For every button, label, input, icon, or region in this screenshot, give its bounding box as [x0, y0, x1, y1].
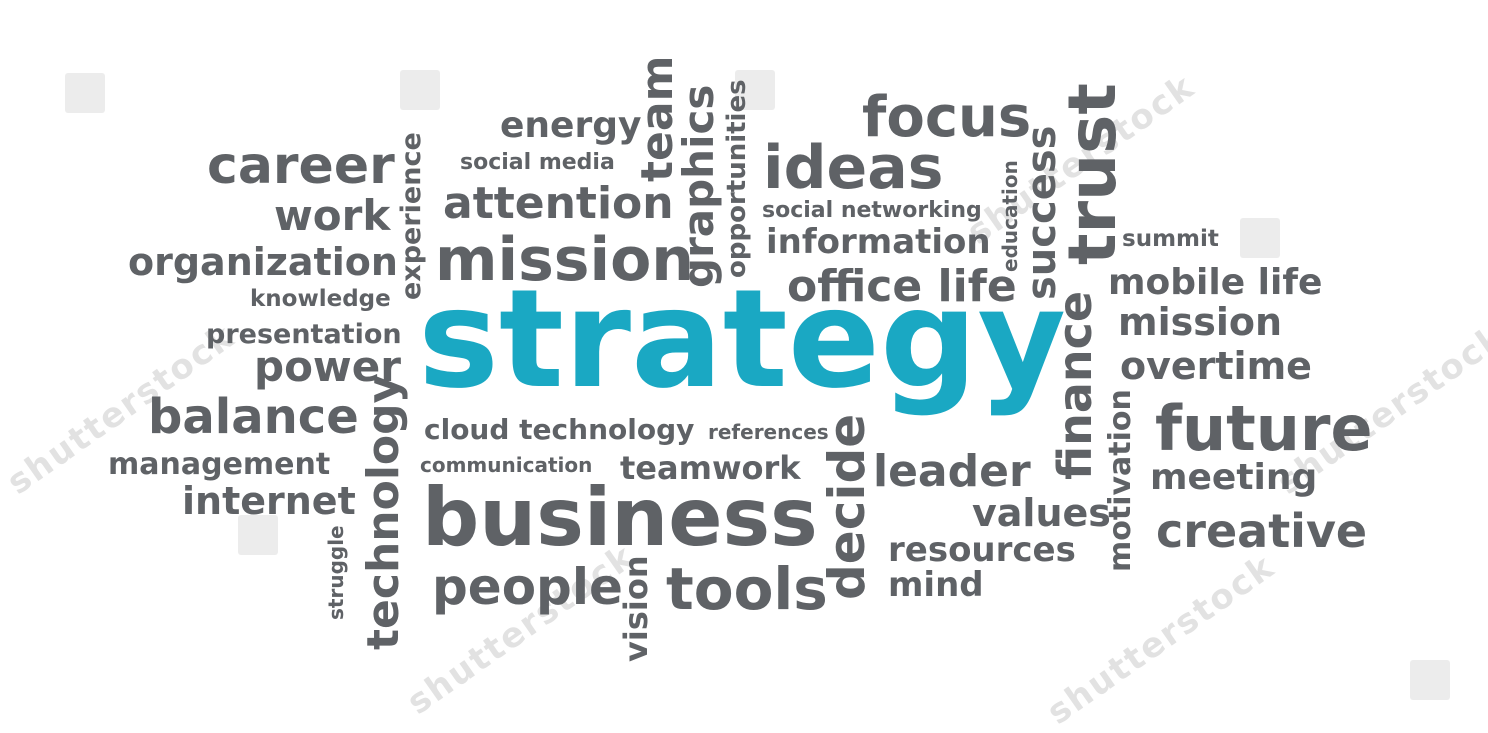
word-graphics: graphics [674, 84, 723, 288]
word-power: power [254, 342, 401, 391]
watermark-mark [1410, 660, 1450, 700]
word-experience: experience [396, 132, 427, 300]
word-trust: trust [1054, 83, 1131, 265]
word-social-networking: social networking [762, 198, 982, 223]
word-vision: vision [617, 555, 655, 662]
word-ideas: ideas [763, 133, 944, 203]
word-finance: finance [1048, 290, 1102, 480]
word-summit: summit [1122, 226, 1219, 252]
watermark-mark [735, 70, 775, 110]
word-internet: internet [182, 479, 356, 523]
word-social-media: social media [460, 150, 615, 175]
word-success: success [1019, 125, 1065, 300]
word-career: career [207, 136, 395, 196]
word-creative: creative [1156, 504, 1368, 558]
word-education: education [998, 160, 1022, 272]
word-organization: organization [128, 240, 398, 284]
word-leader: leader [873, 446, 1031, 497]
watermark-mark [65, 73, 105, 113]
word-mind: mind [888, 565, 984, 605]
word-values: values [972, 491, 1111, 535]
word-office-life: office life [787, 261, 1017, 312]
word-cloud: shutterstock shutterstock shutterstock s… [0, 56, 1488, 733]
word-management: management [108, 447, 331, 482]
watermark-mark [400, 70, 440, 110]
word-strategy: strategy [418, 261, 1067, 419]
word-motivation: motivation [1103, 389, 1138, 572]
word-balance: balance [148, 389, 359, 445]
word-future: future [1155, 392, 1373, 465]
watermark-text: shutterstock [1040, 546, 1283, 733]
watermark-mark [238, 515, 278, 555]
word-cloud-technology: cloud technology [424, 413, 695, 446]
word-people: people [432, 558, 623, 616]
word-communication: communication [420, 453, 593, 477]
word-mission-right: mission [1118, 300, 1283, 344]
word-energy: energy [500, 105, 642, 146]
word-overtime: overtime [1120, 344, 1312, 388]
word-meeting: meeting [1150, 457, 1318, 498]
word-attention: attention [443, 178, 674, 229]
word-work: work [274, 191, 391, 240]
word-focus: focus [862, 85, 1032, 150]
word-business: business [422, 471, 818, 564]
word-knowledge: knowledge [250, 286, 391, 312]
word-teamwork: teamwork [620, 449, 801, 487]
word-resources: resources [888, 530, 1076, 570]
word-decide: decide [818, 413, 876, 600]
word-mobile-life: mobile life [1108, 262, 1323, 303]
word-presentation: presentation [206, 319, 402, 350]
word-references: references [708, 420, 829, 444]
word-technology: technology [358, 374, 409, 650]
word-mission-center: mission [435, 225, 695, 295]
watermark-mark [1240, 218, 1280, 258]
word-struggle: struggle [324, 525, 348, 620]
word-opportunities: opportunities [722, 79, 752, 278]
word-tools: tools [666, 555, 828, 623]
word-information: information [766, 222, 991, 262]
